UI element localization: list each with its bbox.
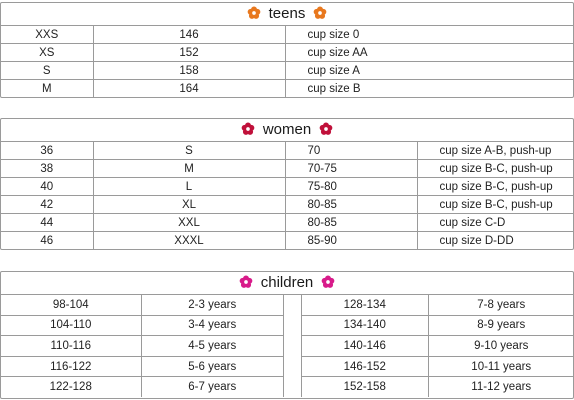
eu-size-cell: 36 — [1, 142, 94, 160]
age-cell: 7-8 years — [428, 295, 574, 316]
table-row: 152-158 11-12 years — [302, 376, 574, 397]
band-cell: 70 — [285, 142, 418, 160]
band-cell: 80-85 — [285, 195, 418, 214]
size-cell: M — [93, 159, 286, 178]
age-cell: 6-7 years — [188, 381, 237, 394]
table-row: 140-146 9-10 years — [302, 335, 574, 357]
age-cell: 3-4 years — [141, 315, 283, 337]
size-cell: S — [93, 142, 286, 160]
table-row: 46 XXXL 85-90 cup size D-DD — [1, 231, 573, 249]
table-row: 122-128 6-7 years — [1, 376, 283, 397]
height-range-cell: 140-146 — [302, 335, 429, 357]
table-row: 110-116 4-5 years — [1, 335, 283, 357]
height-range-cell: 152-158 — [302, 376, 429, 397]
size-cell: L — [93, 177, 286, 196]
cup-size-cell: cup size B — [307, 82, 361, 95]
eu-size-cell: 42 — [1, 195, 94, 214]
band-cell: 80-85 — [285, 213, 418, 232]
cup-size-cell: cup size A-B, push-up — [417, 142, 573, 160]
age-cell: 10-11 years — [428, 356, 574, 378]
table-row: 36 S 70 cup size A-B, push-up — [1, 142, 573, 160]
table-row: 40 L 75-80 cup size B-C, push-up — [1, 177, 573, 196]
band-cell: 70-75 — [285, 159, 418, 178]
eu-size-cell: 44 — [1, 213, 94, 232]
size-cell: XXXL — [93, 231, 286, 249]
table-row: 44 XXL 80-85 cup size C-D — [1, 213, 573, 232]
children-title-bar: children — [1, 272, 573, 295]
age-cell: 9-10 years — [428, 335, 574, 357]
teens-table: XXS 146 cup size 0 XS 152 cup size AA S … — [1, 26, 573, 97]
women-title: women — [262, 121, 312, 138]
women-table: 36 S 70 cup size A-B, push-up 38 M 70-75… — [1, 142, 573, 249]
height-range-cell: 134-140 — [302, 315, 429, 337]
children-left-table: 98-104 2-3 years 104-110 3-4 years 110-116… — [1, 295, 284, 397]
size-cell: S — [1, 61, 94, 80]
height-range-cell: 116-122 — [1, 356, 142, 378]
table-row: 38 M 70-75 cup size B-C, push-up — [1, 159, 573, 178]
cup-size-cell: cup size D-DD — [439, 234, 514, 247]
table-row: 134-140 8-9 years — [302, 315, 574, 337]
table-row: 42 XL 80-85 cup size B-C, push-up — [1, 195, 573, 214]
eu-size-cell: 46 — [1, 231, 94, 249]
cup-size-cell: cup size C-D — [417, 213, 573, 232]
height-range-cell: 146-152 — [302, 356, 429, 378]
size-cell: XXS — [1, 26, 94, 44]
flower-icon — [239, 275, 253, 288]
cup-size-cell: cup size B-C, push-up — [417, 195, 573, 214]
size-cell: XL — [93, 195, 286, 214]
teens-title: teens — [268, 5, 306, 22]
cup-size-cell: cup size 0 — [285, 26, 573, 44]
age-cell: 4-5 years — [141, 335, 283, 357]
table-row: XXS 146 cup size 0 — [1, 26, 573, 44]
height-range-cell: 110-116 — [1, 335, 142, 357]
size-cell: XXL — [93, 213, 286, 232]
eu-size-cell: 38 — [1, 159, 94, 178]
table-row: 104-110 3-4 years — [1, 315, 283, 337]
height-cell: 146 — [93, 26, 286, 44]
flower-icon — [314, 6, 327, 19]
table-row: 128-134 7-8 years — [302, 295, 574, 316]
cup-size-cell: cup size A — [285, 61, 573, 80]
height-range-cell: 128-134 — [302, 295, 429, 316]
height-cell: 164 — [93, 79, 286, 97]
height-range-cell: 98-104 — [1, 295, 142, 316]
flower-icon — [321, 275, 335, 288]
cup-size-cell: cup size AA — [285, 43, 573, 62]
flower-icon — [247, 6, 260, 19]
eu-size-cell: 40 — [1, 177, 94, 196]
women-title-bar: women — [1, 119, 573, 142]
age-cell: 5-6 years — [141, 356, 283, 378]
cup-size-cell: cup size B-C, push-up — [417, 177, 573, 196]
table-row: 146-152 10-11 years — [302, 356, 574, 378]
age-cell: 8-9 years — [428, 315, 574, 337]
flower-icon — [319, 122, 333, 135]
table-row: S 158 cup size A — [1, 61, 573, 80]
band-cell: 75-80 — [285, 177, 418, 196]
age-cell: 11-12 years — [471, 381, 532, 394]
cup-size-cell: cup size B-C, push-up — [417, 159, 573, 178]
height-cell: 158 — [93, 61, 286, 80]
children-title: children — [260, 274, 314, 291]
women-size-table: women 36 S 70 cup size A-B, push-up 38 M… — [0, 118, 574, 250]
teens-title-bar: teens — [1, 3, 573, 26]
height-range-cell: 104-110 — [1, 315, 142, 337]
table-row: XS 152 cup size AA — [1, 43, 573, 62]
teens-size-table: teens XXS 146 cup size 0 XS 152 cup size… — [0, 2, 574, 98]
children-right-table: 128-134 7-8 years 134-140 8-9 years 140-14… — [301, 295, 574, 397]
age-cell: 2-3 years — [141, 295, 283, 316]
height-cell: 152 — [93, 43, 286, 62]
size-cell: XS — [1, 43, 94, 62]
table-row: M 164 cup size B — [1, 79, 573, 97]
children-size-table: children 98-104 2-3 years 104-110 3-4 year… — [0, 271, 574, 399]
size-cell: M — [1, 79, 94, 97]
height-range-cell: 122-128 — [1, 376, 142, 397]
band-cell: 85-90 — [285, 231, 418, 249]
flower-icon — [241, 122, 255, 135]
table-row: 98-104 2-3 years — [1, 295, 283, 316]
table-row: 116-122 5-6 years — [1, 356, 283, 378]
